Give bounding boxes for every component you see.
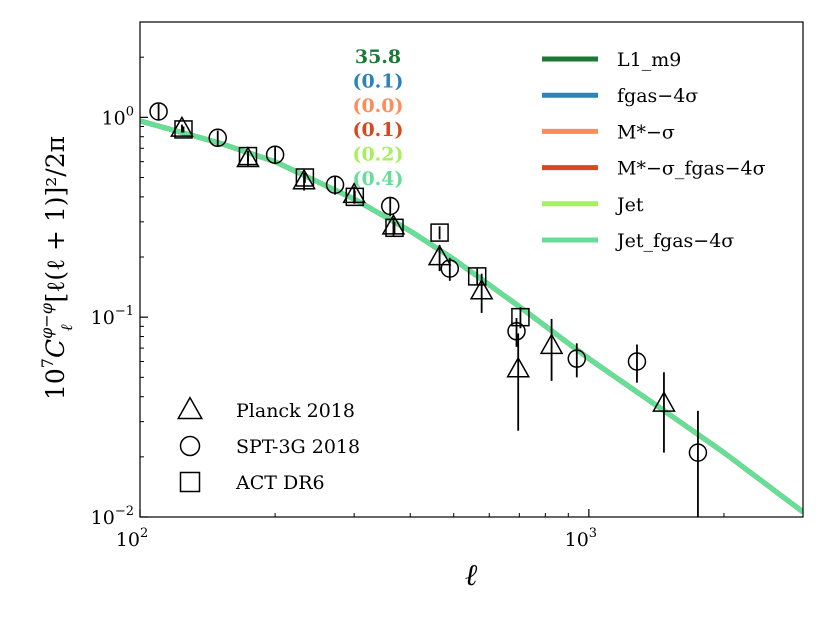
legend-marker-square [179,471,201,493]
data-point-circle [149,102,168,121]
data-point-triangle [469,278,494,300]
y-axis-label-exp: 7 [38,358,57,368]
data-point-circle [440,259,460,278]
data-point-triangle [292,168,316,190]
legend-label: fgas−4σ [617,85,698,107]
data-point-circle [325,175,345,194]
data-point-square [385,218,404,238]
legend-label: Planck 2018 [236,400,355,422]
y-tick-label: 100 [102,104,134,129]
data-point-circle [688,443,708,462]
chi2-value: 35.8 [355,46,401,68]
legend-label: M*−σ_fgas−4σ [617,158,766,180]
legend-label: L1_m9 [617,49,681,71]
y-tick-label: 10−2 [91,504,134,529]
data-point-triangle [170,115,194,137]
y-axis-label: 107Cφ−φℓ [ℓ(ℓ + 1)]²/2π [37,136,76,400]
x-tick-label: 102 [116,526,148,551]
data-point-triangle [506,356,531,378]
y-axis-label-symbol: C [41,339,70,358]
y-axis-label-prefix: 10 [41,368,70,400]
y-axis-label-suffix: [ℓ(ℓ + 1)]²/2π [41,136,70,310]
data-point-triangle [539,333,564,355]
data-point-circle [208,128,227,148]
data-point-triangle [381,213,406,235]
data-point-circle [380,196,400,216]
y-axis-label-sup: φ−φ [37,302,56,339]
data-point-square [511,307,530,327]
data-point-square [295,168,315,187]
data-point-triangle [236,146,260,168]
data-point-square [467,267,487,286]
x-axis-label: ℓ [465,558,478,593]
data-point-square [345,187,365,207]
legend-marker-circle [179,435,201,457]
data-point-circle [567,349,587,368]
chi2-value: (0.2) [352,144,403,166]
chi2-value: (0.1) [352,70,403,92]
data-point-circle [507,322,526,341]
data-point-square [430,223,449,242]
plot-frame [139,21,804,518]
legend-label: Jet [615,194,644,216]
data-point-square [174,120,193,139]
legend-label: ACT DR6 [235,472,325,494]
data-point-circle [265,145,285,164]
legend-label: M*−σ [617,121,675,143]
y-axis-label-sub: ℓ [57,324,76,331]
legend-marker-triangle [176,396,204,420]
data-point-square [238,146,258,166]
chi2-value: (0.1) [352,119,403,141]
data-point-triangle [652,390,676,412]
x-tick-label: 103 [565,526,597,551]
legend-label: SPT-3G 2018 [236,436,360,458]
data-point-circle [627,352,647,371]
chi2-value: (0.0) [352,95,403,117]
legend-label: Jet_fgas−4σ [615,230,734,252]
chi2-value: (0.4) [352,168,403,190]
data-point-triangle [427,244,452,266]
y-tick-label: 10−1 [91,304,134,329]
